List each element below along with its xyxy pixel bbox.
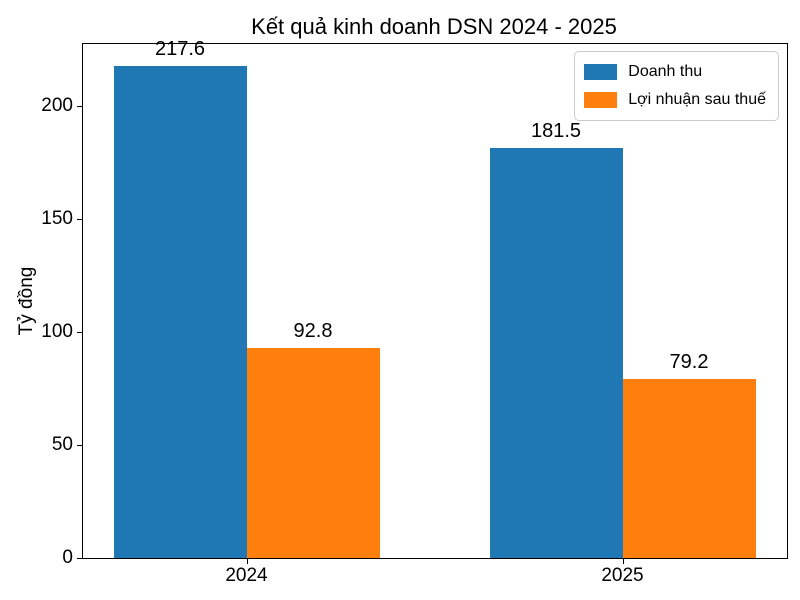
x-tick-label: 2025 xyxy=(601,565,644,586)
bar-2025-series-1 xyxy=(622,378,756,558)
y-tick-mark xyxy=(77,105,82,107)
legend-swatch-doanh-thu xyxy=(584,64,618,80)
legend-swatch-loi-nhuan-sau-thue xyxy=(584,92,618,108)
y-tick-label: 200 xyxy=(41,94,73,116)
y-tick-label: 150 xyxy=(41,207,73,229)
legend-item-doanh-thu: Doanh thu xyxy=(584,58,766,86)
bar-value-label: 92.8 xyxy=(293,320,333,343)
y-tick-mark xyxy=(77,444,82,446)
x-tick-mark xyxy=(246,559,248,564)
y-tick-label: 50 xyxy=(51,433,73,455)
y-tick-mark xyxy=(77,331,82,333)
bar-value-label: 217.6 xyxy=(154,38,206,61)
bar-value-label: 181.5 xyxy=(530,119,582,142)
legend-item-loi-nhuan-sau-thue: Lợi nhuận sau thuế xyxy=(584,86,766,114)
legend: Doanh thu Lợi nhuận sau thuế xyxy=(574,51,779,121)
x-tick-mark xyxy=(622,559,624,564)
y-tick-mark xyxy=(77,558,82,559)
bar-2024-series-1 xyxy=(246,348,380,558)
y-tick-label: 0 xyxy=(62,547,73,568)
legend-label-doanh-thu: Doanh thu xyxy=(628,63,703,80)
bar-2025-series-0 xyxy=(489,147,623,558)
y-axis-label: Tỷ đồng xyxy=(16,266,37,336)
bar-2024-series-0 xyxy=(113,66,247,558)
bar-value-label: 79.2 xyxy=(669,350,709,373)
chart-title: Kết quả kinh doanh DSN 2024 - 2025 xyxy=(251,14,617,39)
x-tick-label: 2024 xyxy=(225,565,268,586)
plot-area: 217.6 181.5 92.8 79.2 0 50 100 150 200 2024 2025 … xyxy=(41,38,788,586)
y-tick-mark xyxy=(77,218,82,220)
legend-label-loi-nhuan-sau-thue: Lợi nhuận sau thuế xyxy=(628,91,766,108)
y-tick-label: 100 xyxy=(41,320,73,342)
